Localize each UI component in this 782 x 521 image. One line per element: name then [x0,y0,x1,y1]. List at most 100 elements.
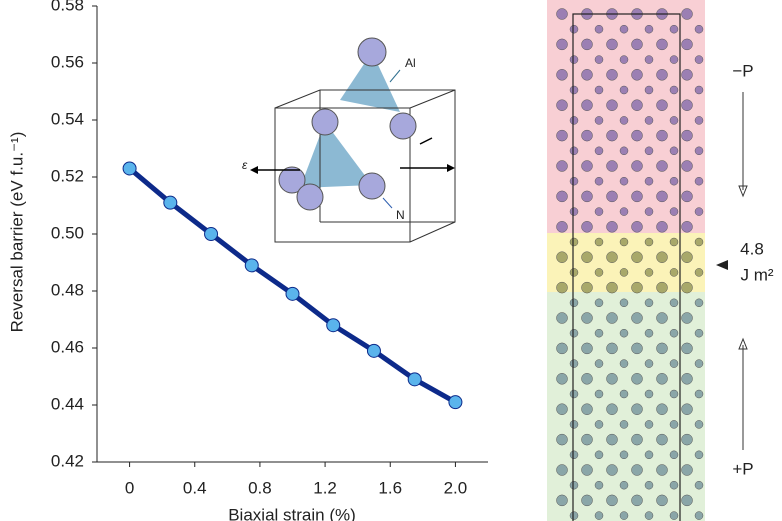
y-tick-label: 0.56 [51,52,84,71]
atom [569,116,579,125]
inset-label: ε [242,158,248,172]
atom [681,160,693,172]
atom [569,450,579,460]
y-tick-label: 0.42 [51,451,84,470]
data-point [122,161,137,176]
atom [644,24,654,34]
atom [694,146,704,156]
atom [606,160,618,172]
atom [694,389,704,399]
atom [594,450,604,460]
arrow-head [738,185,748,198]
atom [569,176,579,186]
atom [569,85,579,95]
y-axis-label: Reversal barrier (eV f.u.⁻¹) [7,132,26,333]
atom [619,176,629,186]
atom [569,237,579,247]
atom [669,116,679,125]
atom [556,312,568,324]
tetrahedron [340,52,400,112]
atom [556,342,568,355]
atom [694,328,704,338]
atom [311,108,339,136]
atom [358,172,386,200]
arrow-head [250,166,258,174]
atom [644,207,654,216]
atom [681,38,693,51]
data-point [244,258,259,273]
atom [569,511,579,520]
atom [669,450,679,460]
atom [656,433,668,446]
atom [556,373,568,385]
atom [681,403,693,415]
atom [631,190,643,203]
x-tick-label: 0.4 [183,478,207,497]
x-tick-label: 1.6 [378,478,402,497]
atom [681,342,693,355]
atom [581,373,593,385]
atom [681,464,693,476]
atom [631,99,643,111]
atom [606,281,618,294]
atom [669,55,679,64]
atom [681,494,693,507]
atom [594,237,604,247]
atom [556,464,568,476]
atom [594,85,604,95]
atom [681,312,693,324]
atom [656,464,668,476]
atom [357,37,387,67]
atom [694,511,704,520]
atom [606,221,618,233]
atom [556,221,568,233]
atom [694,116,704,125]
atom [606,99,618,111]
atom [556,8,568,20]
atom [619,298,629,308]
x-tick-label: 2.0 [444,478,468,497]
atom [556,403,568,415]
atom [569,24,579,34]
y-tick-label: 0.48 [51,280,84,299]
atom [669,85,679,95]
cell-outline [572,13,681,521]
atom [606,373,618,385]
atom [656,342,668,355]
data-point [448,395,463,410]
atom [581,433,593,446]
atom [556,251,568,263]
data-point [366,343,381,358]
atom [569,146,579,156]
atom [644,420,654,429]
atom [556,160,568,172]
atom [581,342,593,355]
atom [644,55,654,64]
atom [569,268,579,277]
atom [389,112,417,140]
atom [681,251,693,263]
atom [644,328,654,338]
atom [569,480,579,490]
atom [656,403,668,415]
atom [631,129,643,142]
atom [556,433,568,446]
atom [619,511,629,520]
arrow-head [716,260,728,270]
atom [669,146,679,156]
inset-label: N [396,208,405,222]
atom [631,312,643,324]
atom [594,146,604,156]
atom [656,160,668,172]
atom [619,389,629,399]
atom [631,342,643,355]
atom [644,237,654,247]
atom [631,494,643,507]
y-tick-label: 0.46 [51,337,84,356]
band [547,0,705,233]
atom [694,207,704,216]
atom [606,251,618,263]
atom [694,55,704,64]
atom [606,342,618,355]
atom [669,359,679,368]
